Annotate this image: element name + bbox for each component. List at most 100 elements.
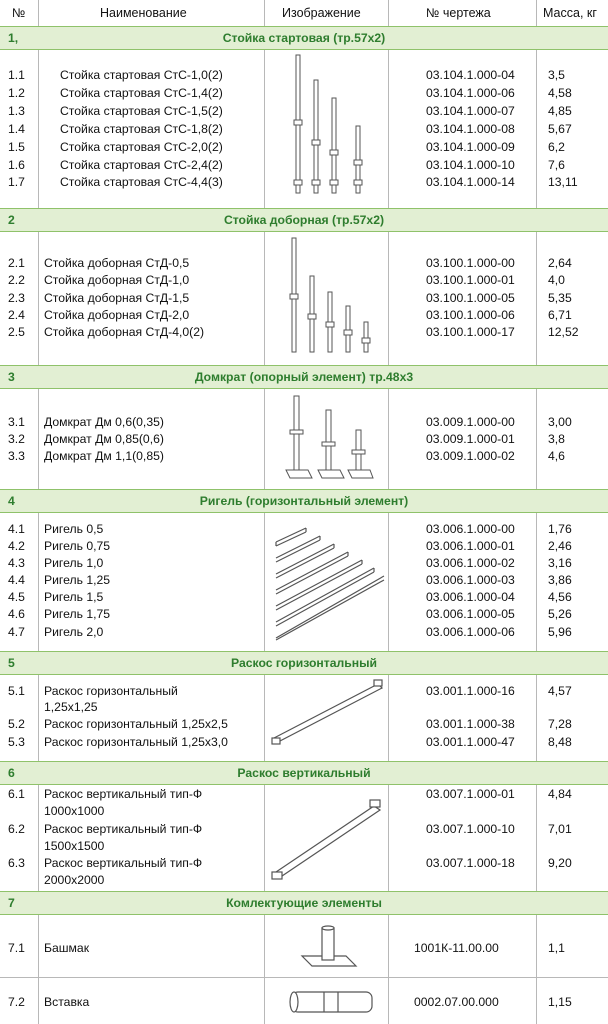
row-num: 2.4 bbox=[8, 308, 25, 322]
row-num: 6.3 bbox=[8, 856, 25, 870]
row-name: Домкрат Дм 1,1(0,85) bbox=[44, 449, 164, 463]
row-name: Раскос вертикальный тип-Ф bbox=[44, 856, 203, 870]
horizontal-brace-image bbox=[271, 679, 384, 745]
row-code: 1001К-11.00.00 bbox=[414, 941, 499, 955]
section-number: 1, bbox=[8, 31, 19, 45]
row-code: 03.007.1.000-01 bbox=[426, 787, 515, 801]
header-drawing: № чертежа bbox=[426, 6, 491, 20]
table-header: № Наименование Изображение № чертежа Мас… bbox=[0, 0, 608, 27]
row-name: Стойка доборная СтД-1,5 bbox=[44, 291, 190, 305]
row-code: 03.001.1.000-16 bbox=[426, 684, 515, 698]
section-title: Раскос вертикальный bbox=[237, 766, 371, 780]
row-name: Вставка bbox=[44, 995, 90, 1009]
row-mass: 4,57 bbox=[548, 684, 572, 698]
row-mass: 3,00 bbox=[548, 415, 572, 429]
row-mass: 2,46 bbox=[548, 539, 572, 553]
row-num: 3.2 bbox=[8, 432, 25, 446]
row-code: 03.007.1.000-10 bbox=[426, 822, 515, 836]
section-title: Раскос горизонтальный bbox=[230, 656, 377, 670]
row-num: 1.7 bbox=[8, 175, 25, 189]
row-mass: 7,01 bbox=[548, 822, 572, 836]
row-mass: 2,64 bbox=[548, 256, 572, 270]
section-number: 7 bbox=[8, 896, 15, 910]
row-name: Ригель 1,5 bbox=[44, 590, 104, 604]
section-header: Домкрат (опорный элемент) тр.48х3 3 bbox=[0, 365, 608, 389]
row-mass: 5,67 bbox=[548, 122, 572, 136]
row-num: 3.3 bbox=[8, 449, 25, 463]
section-title: Ригель (горизонтальный элемент) bbox=[199, 494, 409, 508]
row-name: Стойка стартовая СтС-2,4(2) bbox=[60, 158, 223, 172]
section-title: Комлектующие элементы bbox=[226, 896, 382, 910]
row-num: 2.5 bbox=[8, 325, 25, 339]
row-num: 2.2 bbox=[8, 273, 25, 287]
row-mass: 4,0 bbox=[548, 273, 565, 287]
row-name: Стойка стартовая СтС-4,4(3) bbox=[60, 175, 223, 189]
row-code: 03.009.1.000-01 bbox=[426, 432, 515, 446]
row-name: Раскос вертикальный тип-Ф bbox=[44, 787, 203, 801]
row-code: 03.100.1.000-00 bbox=[426, 256, 515, 270]
row-num: 1.6 bbox=[8, 158, 25, 172]
row-code: 03.001.1.000-47 bbox=[426, 735, 515, 749]
vertical-brace-image bbox=[271, 799, 382, 880]
row-code: 03.006.1.000-02 bbox=[426, 556, 515, 570]
row-name: Стойка доборная СтД-1,0 bbox=[44, 273, 190, 287]
section-number: 4 bbox=[8, 494, 15, 508]
row-code: 03.006.1.000-01 bbox=[426, 539, 515, 553]
row-code: 03.104.1.000-14 bbox=[426, 175, 515, 189]
row-name: Ригель 0,5 bbox=[44, 522, 104, 536]
row-code: 03.100.1.000-05 bbox=[426, 291, 515, 305]
section-number: 6 bbox=[8, 766, 15, 780]
insert-spigot-image bbox=[289, 991, 373, 1013]
header-mass: Масса, кг bbox=[543, 6, 597, 20]
row-name: Раскос вертикальный тип-Ф bbox=[44, 822, 203, 836]
row-name: Раскос горизонтальный 1,25х2,5 bbox=[44, 717, 228, 731]
row-num: 1.4 bbox=[8, 122, 25, 136]
row-code: 03.100.1.000-17 bbox=[426, 325, 515, 339]
row-num: 4.7 bbox=[8, 625, 25, 639]
row-mass: 3,16 bbox=[548, 556, 572, 570]
row-mass: 5,26 bbox=[548, 607, 572, 621]
row-mass: 9,20 bbox=[548, 856, 572, 870]
row-num: 6.1 bbox=[8, 787, 25, 801]
row-name: Стойка доборная СтД-4,0(2) bbox=[44, 325, 205, 339]
header-num: № bbox=[12, 6, 26, 20]
row-code: 03.006.1.000-00 bbox=[426, 522, 515, 536]
additional-standard-image bbox=[289, 237, 371, 353]
section-header: Ригель (горизонтальный элемент) 4 bbox=[0, 489, 608, 513]
row-num: 6.2 bbox=[8, 822, 25, 836]
row-mass: 7,28 bbox=[548, 717, 572, 731]
jack-image bbox=[285, 395, 374, 479]
row-name-continued: 2000х2000 bbox=[44, 873, 105, 887]
section-header: Стойка доборная (тр.57х2) 2 bbox=[0, 208, 608, 232]
row-name: Стойка доборная СтД-2,0 bbox=[44, 308, 190, 322]
row-mass: 3,86 bbox=[548, 573, 572, 587]
row-name: Стойка доборная СтД-0,5 bbox=[44, 256, 190, 270]
row-name: Ригель 1,0 bbox=[44, 556, 104, 570]
row-num: 4.6 bbox=[8, 607, 25, 621]
row-num: 4.4 bbox=[8, 573, 25, 587]
header-name: Наименование bbox=[100, 6, 187, 20]
row-num: 5.3 bbox=[8, 735, 25, 749]
row-num: 5.2 bbox=[8, 717, 25, 731]
row-name: Ригель 2,0 bbox=[44, 625, 104, 639]
row-num: 2.3 bbox=[8, 291, 25, 305]
section-number: 3 bbox=[8, 370, 15, 384]
row-mass: 5,35 bbox=[548, 291, 572, 305]
section-header: Комлектующие элементы 7 bbox=[0, 891, 608, 915]
row-code: 03.104.1.000-07 bbox=[426, 104, 515, 118]
row-code: 03.100.1.000-06 bbox=[426, 308, 515, 322]
row-num: 4.3 bbox=[8, 556, 25, 570]
row-mass: 4,58 bbox=[548, 86, 572, 100]
row-divider bbox=[0, 977, 608, 978]
base-plate-image bbox=[300, 925, 358, 967]
row-code: 03.104.1.000-09 bbox=[426, 140, 515, 154]
section-header: Раскос горизонтальный 5 bbox=[0, 651, 608, 675]
starter-standard-image bbox=[293, 54, 363, 194]
row-num: 4.5 bbox=[8, 590, 25, 604]
row-num: 1.2 bbox=[8, 86, 25, 100]
row-name: Стойка стартовая СтС-1,8(2) bbox=[60, 122, 223, 136]
row-code: 03.104.1.000-10 bbox=[426, 158, 515, 172]
row-mass: 3,8 bbox=[548, 432, 565, 446]
row-code: 03.009.1.000-00 bbox=[426, 415, 515, 429]
